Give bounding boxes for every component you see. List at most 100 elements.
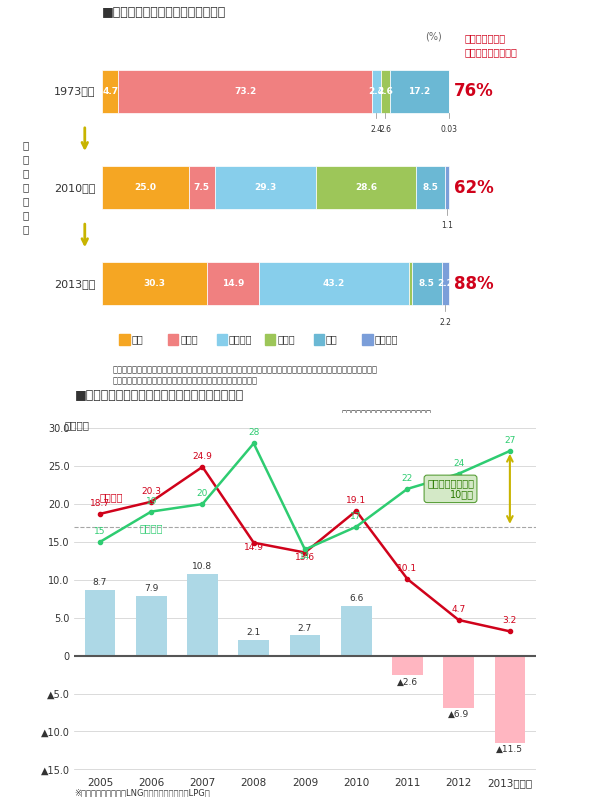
Bar	[102, 69, 118, 113]
Text: 7.5: 7.5	[194, 183, 210, 192]
Text: 3.2: 3.2	[503, 616, 517, 626]
Text: 2.6: 2.6	[377, 87, 393, 96]
Bar	[207, 262, 259, 305]
Text: 2013年度: 2013年度	[54, 279, 95, 289]
Bar	[381, 69, 390, 113]
Text: 19.1: 19.1	[346, 496, 367, 505]
Text: 2.1: 2.1	[246, 628, 261, 638]
Text: 8.7: 8.7	[93, 579, 107, 587]
Bar	[445, 166, 449, 210]
Text: 原子力: 原子力	[277, 335, 295, 344]
Text: ▲2.6: ▲2.6	[397, 677, 418, 686]
Text: 28.6: 28.6	[355, 183, 377, 192]
Text: 73.2: 73.2	[234, 87, 256, 96]
Bar	[314, 334, 324, 345]
Bar	[494, 656, 525, 743]
Text: 2.2: 2.2	[437, 279, 453, 289]
Text: 日
本
の
電
源
構
成: 日 本 の 電 源 構 成	[23, 140, 29, 234]
Text: （注）「その他ガス」は石油等の「等」に含まれる。「その他ガス」：一般電気事業者において都市ガス、天然ガス、
　　コークス炉ガスが混焼用として使用されているものが: （注）「その他ガス」は石油等の「等」に含まれる。「その他ガス」：一般電気事業者に…	[112, 366, 377, 385]
Text: 43.2: 43.2	[322, 279, 345, 289]
Bar	[215, 166, 317, 210]
Text: 27: 27	[504, 436, 516, 445]
Text: 15: 15	[94, 527, 106, 536]
Text: 水力: 水力	[325, 335, 337, 344]
Text: ▲6.9: ▲6.9	[448, 710, 469, 719]
Text: ■海外からの化石燃料依存度の推移: ■海外からの化石燃料依存度の推移	[102, 6, 226, 19]
Text: 経常収支: 経常収支	[100, 493, 124, 502]
Text: 2.7: 2.7	[298, 624, 312, 633]
Text: （兆円）: （兆円）	[64, 421, 89, 430]
Text: 29.3: 29.3	[255, 183, 277, 192]
Bar	[136, 595, 167, 656]
Bar	[412, 262, 441, 305]
Text: 14.9: 14.9	[244, 543, 264, 552]
Bar	[239, 640, 269, 656]
Bar	[341, 606, 371, 656]
Bar	[102, 166, 189, 210]
Bar	[390, 69, 449, 113]
Bar	[84, 590, 115, 656]
Text: ■経常収支・貿易収支・鉱物性燃料輸入額の推移: ■経常収支・貿易収支・鉱物性燃料輸入額の推移	[74, 389, 243, 402]
Text: 2010年度: 2010年度	[54, 183, 95, 193]
Text: (%): (%)	[425, 31, 442, 41]
Text: 24: 24	[453, 458, 464, 468]
Bar	[415, 166, 445, 210]
Text: ▲11.5: ▲11.5	[496, 745, 524, 754]
Text: 17: 17	[350, 512, 362, 520]
Text: 30.3: 30.3	[143, 279, 165, 289]
Text: 1973年度: 1973年度	[54, 86, 95, 96]
Text: 10.8: 10.8	[192, 563, 212, 571]
Text: 2.2: 2.2	[440, 317, 451, 327]
Text: 18.7: 18.7	[90, 499, 110, 508]
Text: 再エネ等: 再エネ等	[374, 335, 398, 344]
Text: 76%: 76%	[454, 82, 494, 100]
Bar	[168, 334, 178, 345]
Bar	[362, 334, 372, 345]
Text: 天然ガス: 天然ガス	[228, 335, 252, 344]
Bar	[290, 635, 320, 656]
Text: 2.6: 2.6	[379, 125, 391, 134]
Text: 22: 22	[402, 473, 413, 483]
Text: 【出典】「電源開発の概要」等より作成: 【出典】「電源開発の概要」等より作成	[342, 409, 431, 418]
Text: 14.9: 14.9	[222, 279, 244, 289]
Text: 20: 20	[197, 489, 208, 498]
Text: 海外からの化石
燃料に対する依存度: 海外からの化石 燃料に対する依存度	[465, 33, 517, 57]
Bar	[372, 69, 381, 113]
Text: 石炭: 石炭	[131, 335, 143, 344]
Text: 14: 14	[299, 552, 311, 561]
Bar	[217, 334, 227, 345]
Text: 0.03: 0.03	[441, 125, 458, 134]
Bar	[392, 656, 423, 675]
Text: 2.4: 2.4	[368, 87, 384, 96]
Bar	[409, 262, 412, 305]
Bar	[443, 656, 474, 708]
Text: 19: 19	[146, 497, 157, 505]
Text: 17.2: 17.2	[408, 87, 430, 96]
Text: 8.5: 8.5	[419, 279, 435, 289]
Text: 6.6: 6.6	[349, 595, 364, 603]
Text: 62%: 62%	[454, 179, 494, 197]
Text: 8.5: 8.5	[422, 183, 438, 192]
Text: 24.9: 24.9	[193, 452, 212, 461]
Text: 石油等: 石油等	[180, 335, 198, 344]
Text: 4.7: 4.7	[102, 87, 118, 96]
Bar	[187, 574, 218, 656]
Text: 4.7: 4.7	[452, 605, 466, 614]
Text: 28: 28	[248, 428, 259, 438]
Text: 2.4: 2.4	[370, 125, 383, 134]
Text: 燃料輸入額の増加
10兆円: 燃料輸入額の増加 10兆円	[427, 478, 474, 500]
Bar	[265, 334, 275, 345]
Text: 10.1: 10.1	[397, 564, 418, 573]
Bar	[102, 262, 207, 305]
Bar	[441, 262, 449, 305]
Text: 88%: 88%	[454, 275, 494, 292]
Text: 25.0: 25.0	[134, 183, 156, 192]
Text: 7.9: 7.9	[144, 584, 158, 594]
Bar	[189, 166, 215, 210]
Text: ※鉱物性燃料：原油、LNG、石炭、石油製品、LPG等: ※鉱物性燃料：原油、LNG、石炭、石油製品、LPG等	[74, 788, 210, 797]
Bar	[259, 262, 409, 305]
Bar	[120, 334, 130, 345]
Bar	[118, 69, 372, 113]
Bar	[317, 166, 415, 210]
Text: 1.1: 1.1	[441, 222, 453, 230]
